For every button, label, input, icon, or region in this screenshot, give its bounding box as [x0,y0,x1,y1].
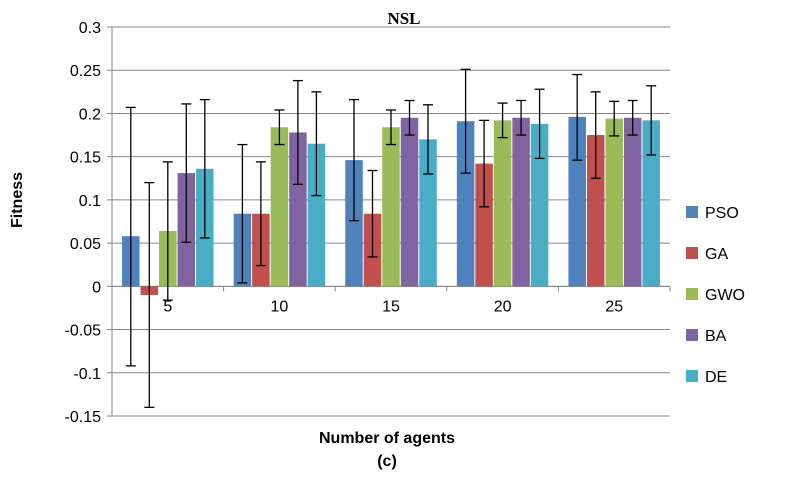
y-tick-label: 0.2 [79,106,101,123]
y-tick-label: 0.3 [79,20,101,37]
bar-ba [400,117,419,287]
bar-de [419,139,437,287]
bar-de [307,143,326,287]
y-tick-label: -0.15 [65,409,102,426]
bar-pso [345,160,363,287]
bar-de [642,120,660,287]
caption-label: (c) [377,453,397,470]
bar-gwo [382,127,400,287]
chart-title: NSL [387,9,420,28]
x-axis-title: Number of agents [319,430,455,447]
bars [122,116,660,295]
bar-ba [289,132,307,287]
bar-de [530,123,549,287]
legend-swatch-pso [686,206,698,218]
y-tick-label: 0.15 [70,150,101,167]
legend-label-ba: BA [705,328,727,345]
y-axis-title: Fitness [9,172,26,228]
x-tick-labels: 5 10 15 20 25 [111,286,671,315]
legend-swatch-de [686,370,698,382]
legend-label-ga: GA [705,246,728,263]
x-tick-label: 5 [163,298,172,315]
bar-ga [475,163,493,287]
y-tick-label: 0.1 [79,193,101,210]
x-tick-label: 10 [271,298,289,315]
y-tick-label: -0.1 [73,366,101,383]
bar-ba [512,117,530,287]
bar-gwo [270,127,289,287]
legend-label-de: DE [705,369,727,386]
y-tick-label: 0.05 [70,236,101,253]
bar-gwo [605,118,623,287]
error-bars [125,68,657,409]
legend-swatch-ba [686,329,698,341]
legend-label-gwo: GWO [705,287,745,304]
legend-swatch-ga [686,247,698,259]
bar-gwo [493,120,512,287]
legend-swatch-gwo [686,288,698,300]
bar-ga [586,135,605,287]
x-tick-label: 20 [494,298,512,315]
x-tick-label: 15 [382,298,400,315]
y-tick-label: 0.25 [70,63,101,80]
legend-label-pso: PSO [705,205,739,222]
bar-ba [623,117,642,287]
bar-pso [568,116,586,287]
y-tick-labels: 0.3 0.25 0.2 0.15 0.1 0.05 0 -0.05 -0.1 -0.15 [65,20,112,426]
y-tick-label: 0 [92,279,101,296]
bar-pso [456,121,475,287]
legend: PSO GA GWO BA DE [686,205,745,386]
x-tick-label: 25 [605,298,623,315]
y-tick-label: -0.05 [65,323,102,340]
